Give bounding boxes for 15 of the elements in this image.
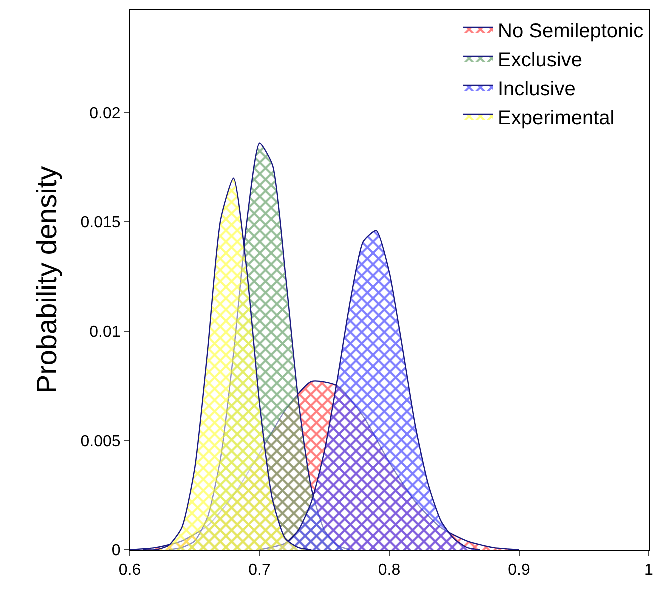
legend-label: No Semileptonic xyxy=(498,20,644,42)
y-tick-label: 0.02 xyxy=(90,105,121,122)
x-tick-label: 1 xyxy=(644,562,654,580)
x-tick-label: 0.6 xyxy=(118,562,142,580)
x-tick-label: 0.7 xyxy=(248,562,271,580)
y-axis-title: Probability density xyxy=(31,166,62,394)
x-tick-label: 0.8 xyxy=(378,562,401,580)
legend-label: Experimental xyxy=(498,107,615,130)
y-tick-label: 0.005 xyxy=(80,433,121,450)
y-tick-label: 0.01 xyxy=(90,324,121,341)
y-tick-label: 0 xyxy=(112,542,121,560)
y-tick-label: 0.015 xyxy=(80,214,121,232)
legend-label: Inclusive xyxy=(498,78,576,100)
legend-label: Exclusive xyxy=(498,49,582,72)
x-tick-label: 0.9 xyxy=(508,562,530,580)
